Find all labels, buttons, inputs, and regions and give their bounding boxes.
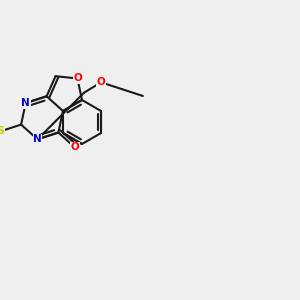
Text: O: O <box>73 74 82 83</box>
Text: O: O <box>70 142 79 152</box>
Text: N: N <box>33 134 42 144</box>
Text: S: S <box>0 126 4 136</box>
Text: O: O <box>97 77 105 87</box>
Text: N: N <box>21 98 30 108</box>
